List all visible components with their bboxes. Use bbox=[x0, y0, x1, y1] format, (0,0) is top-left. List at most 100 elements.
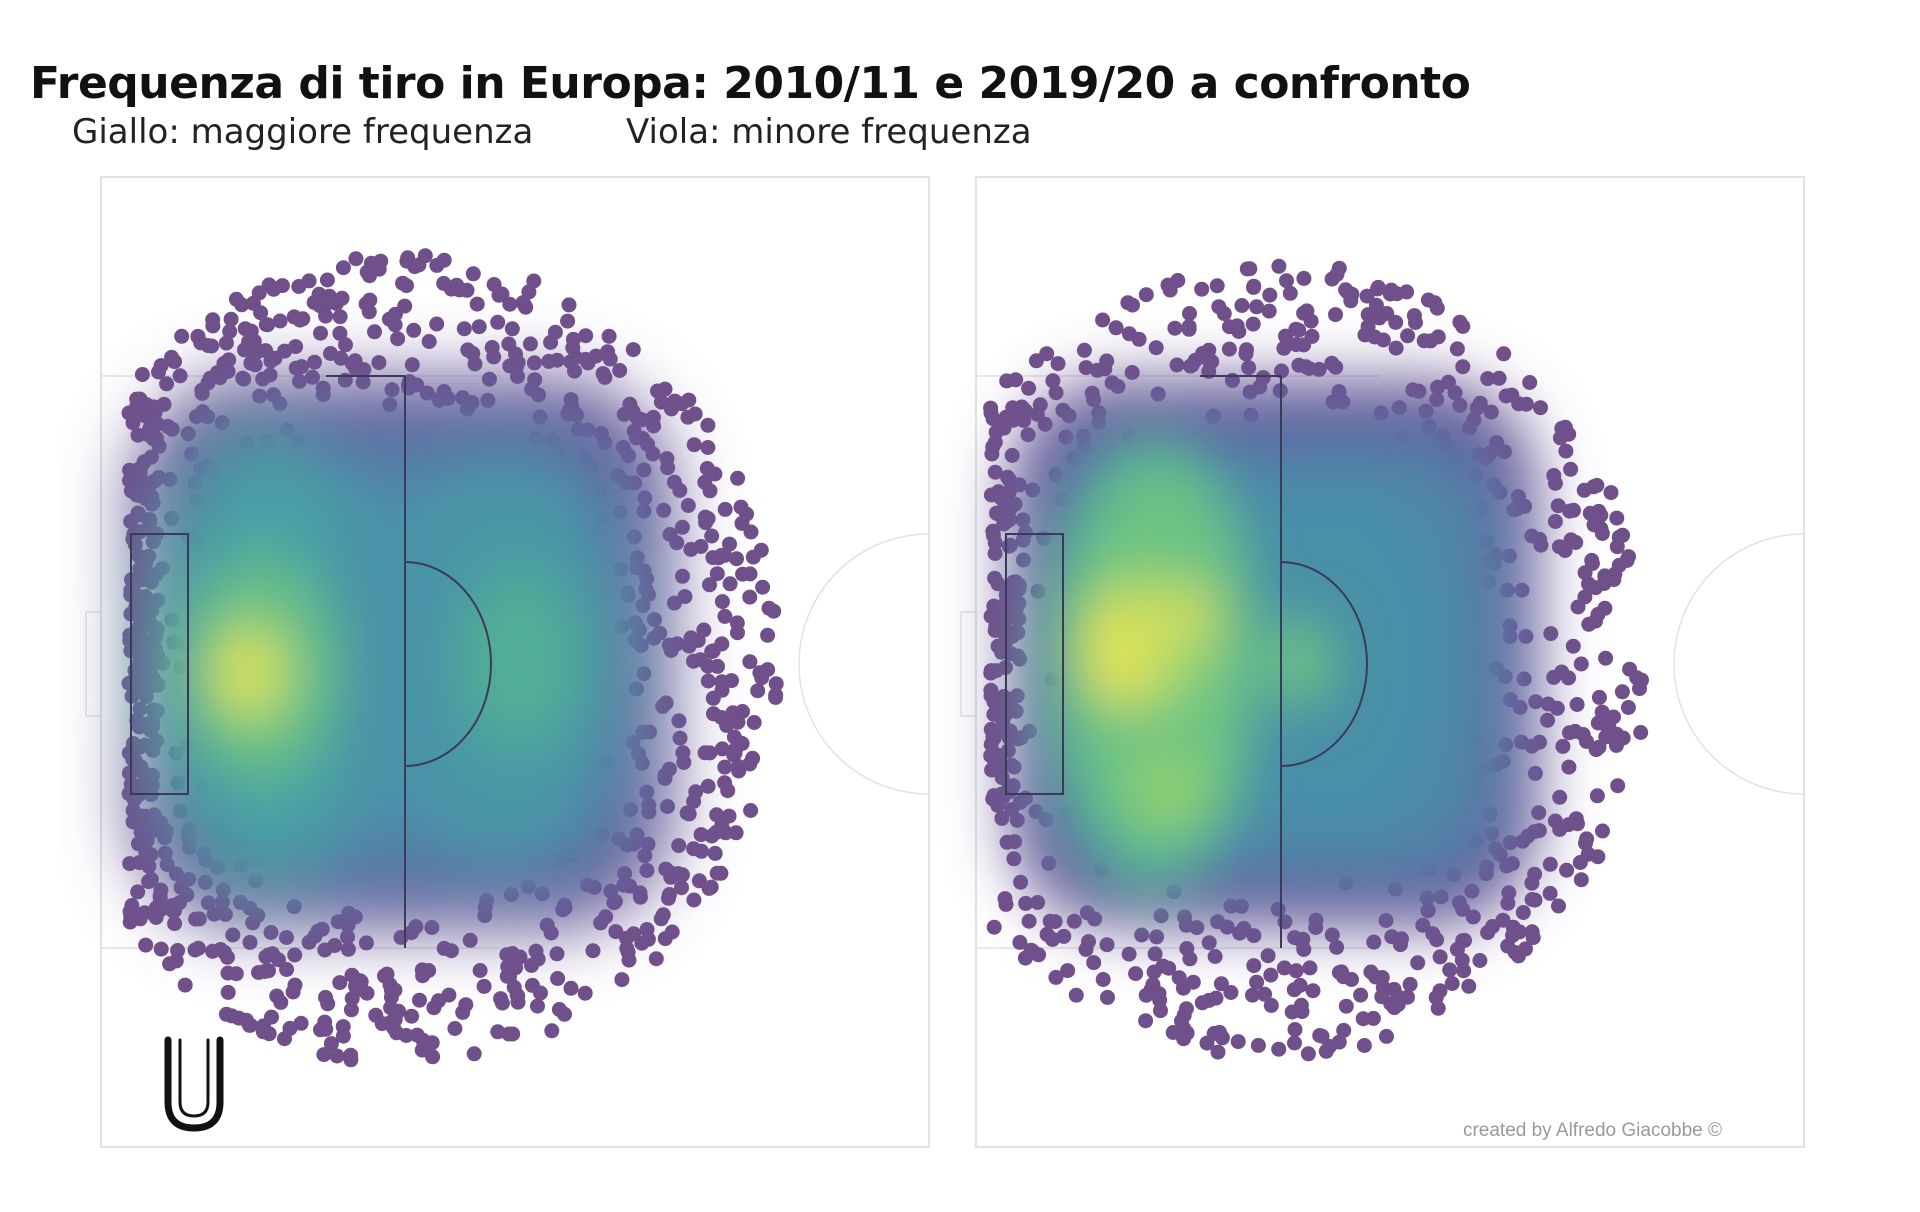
shot-point bbox=[466, 1046, 482, 1062]
shot-point bbox=[1561, 670, 1576, 686]
shot-point bbox=[467, 356, 483, 372]
shot-point bbox=[516, 296, 532, 312]
pitch-background-lines bbox=[960, 375, 1805, 949]
shot-point bbox=[595, 366, 611, 382]
shot-point bbox=[358, 296, 374, 312]
shot-point bbox=[1005, 412, 1021, 428]
shot-point bbox=[412, 992, 427, 1008]
shot-point bbox=[735, 566, 751, 582]
shot-point bbox=[1557, 419, 1573, 435]
shot-point bbox=[491, 287, 507, 303]
shot-point bbox=[614, 972, 630, 988]
shot-point bbox=[200, 338, 216, 354]
shot-point bbox=[1018, 895, 1034, 911]
shot-point bbox=[333, 350, 349, 366]
shot-point bbox=[1287, 930, 1303, 946]
shot-point bbox=[1610, 778, 1626, 794]
shot-point bbox=[476, 978, 492, 994]
shot-point bbox=[1552, 789, 1568, 805]
u-monogram-logo bbox=[164, 1036, 224, 1132]
shot-point bbox=[1590, 849, 1606, 865]
shot-point bbox=[190, 940, 206, 956]
shot-point bbox=[550, 971, 566, 986]
shot-point bbox=[1097, 361, 1113, 377]
shot-point bbox=[1095, 312, 1111, 328]
shot-point bbox=[722, 576, 738, 592]
shot-point bbox=[1304, 328, 1320, 344]
legend-low-frequency: Viola: minore frequenza bbox=[626, 112, 1032, 152]
shot-point bbox=[1199, 1035, 1215, 1051]
shot-point bbox=[761, 600, 777, 616]
shot-point bbox=[1388, 314, 1404, 330]
shot-point bbox=[400, 250, 416, 266]
shot-point bbox=[367, 324, 382, 340]
shot-point bbox=[506, 979, 522, 995]
shot-point bbox=[373, 253, 389, 269]
shot-point bbox=[1181, 321, 1197, 337]
shot-point bbox=[174, 328, 190, 344]
shot-point bbox=[1589, 788, 1605, 804]
shot-point bbox=[1444, 976, 1460, 991]
shot-point bbox=[335, 1019, 351, 1035]
shot-point bbox=[447, 1021, 463, 1036]
shot-point bbox=[122, 462, 138, 478]
shot-point bbox=[1455, 359, 1471, 375]
shot-point bbox=[383, 1000, 399, 1016]
shot-point bbox=[524, 977, 540, 993]
shot-point bbox=[1305, 983, 1321, 999]
shot-point bbox=[146, 399, 161, 415]
shot-point bbox=[713, 710, 729, 725]
shot-point bbox=[1045, 931, 1060, 947]
shot-point bbox=[1222, 319, 1237, 335]
shot-point bbox=[1100, 989, 1115, 1005]
shot-point bbox=[1048, 385, 1064, 401]
shot-point bbox=[1056, 928, 1072, 944]
shot-point bbox=[526, 355, 542, 371]
shot-point bbox=[1230, 1034, 1246, 1050]
shot-point bbox=[165, 903, 181, 919]
shot-point bbox=[358, 935, 374, 951]
shot-point bbox=[1353, 987, 1369, 1003]
shot-point bbox=[1540, 712, 1555, 728]
shot-point bbox=[348, 251, 364, 267]
shot-point bbox=[746, 715, 762, 730]
shot-point bbox=[1593, 507, 1609, 523]
shot-point bbox=[1138, 287, 1154, 303]
shot-point bbox=[458, 997, 474, 1013]
shot-point bbox=[261, 1026, 277, 1042]
shot-point bbox=[125, 415, 141, 431]
shot-point bbox=[508, 359, 524, 375]
shot-point bbox=[1546, 468, 1562, 483]
shot-point bbox=[205, 312, 221, 328]
shot-point bbox=[1542, 885, 1558, 901]
shot-point bbox=[177, 977, 193, 993]
shot-point bbox=[1543, 626, 1559, 642]
shot-point bbox=[469, 296, 485, 312]
shot-point bbox=[1012, 934, 1028, 950]
pitch-markings bbox=[1005, 375, 1368, 948]
shot-point bbox=[1577, 565, 1593, 581]
shot-point bbox=[1194, 995, 1210, 1011]
shot-point bbox=[307, 354, 322, 370]
shot-point bbox=[460, 342, 476, 358]
shot-point bbox=[1356, 1038, 1372, 1053]
shot-point bbox=[717, 501, 733, 517]
shot-point bbox=[353, 981, 369, 997]
shot-point bbox=[329, 1048, 345, 1064]
shot-point bbox=[1182, 951, 1198, 967]
shot-point bbox=[578, 328, 594, 344]
shot-point bbox=[1234, 298, 1250, 313]
shot-point bbox=[1363, 964, 1379, 980]
shot-point bbox=[705, 690, 721, 706]
shot-point bbox=[1245, 987, 1260, 1003]
shot-point bbox=[1287, 1035, 1302, 1051]
shot-point bbox=[655, 907, 671, 923]
shot-point bbox=[1213, 976, 1229, 992]
shot-point bbox=[752, 665, 768, 681]
shot-point bbox=[1201, 342, 1217, 358]
shot-point bbox=[272, 313, 288, 329]
shot-point bbox=[379, 966, 395, 982]
shot-point bbox=[1512, 924, 1527, 940]
shot-point bbox=[1390, 997, 1406, 1013]
shot-point bbox=[220, 965, 236, 981]
